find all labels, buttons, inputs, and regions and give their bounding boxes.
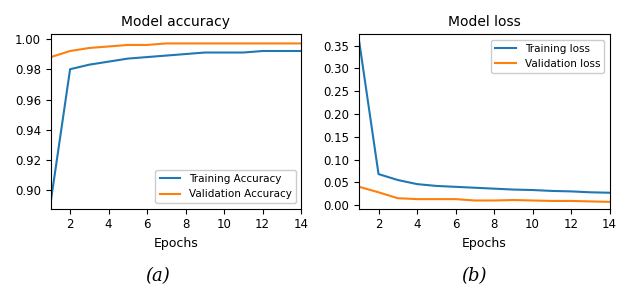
Training Accuracy [162,54,170,57]
Training loss [567,190,574,193]
Line: Training Accuracy: Training Accuracy [51,51,301,201]
Validation Accuracy [258,42,266,45]
Validation Accuracy [278,42,286,45]
X-axis label: Epochs: Epochs [154,237,198,250]
Validation loss [567,199,574,203]
Training loss [432,184,440,188]
Training Accuracy [143,55,151,59]
Line: Validation Accuracy: Validation Accuracy [51,43,301,57]
Text: (b): (b) [461,267,487,285]
Line: Validation loss: Validation loss [359,187,609,202]
Text: (a): (a) [145,267,171,285]
Validation loss [605,200,613,204]
Validation loss [529,199,537,202]
Validation loss [509,198,517,202]
Training loss [509,188,517,191]
Validation Accuracy [182,42,190,45]
Training loss [413,182,421,186]
Title: Model loss: Model loss [448,15,521,29]
Validation loss [375,191,382,194]
Validation Accuracy [47,55,54,59]
Training Accuracy [47,199,54,203]
Training loss [548,189,556,193]
Training Accuracy [258,49,266,53]
Validation Accuracy [105,45,112,48]
Training loss [394,178,401,182]
Validation Accuracy [221,42,228,45]
Validation loss [490,199,498,202]
Title: Model accuracy: Model accuracy [121,15,231,29]
Validation loss [586,200,594,203]
X-axis label: Epochs: Epochs [462,237,507,250]
Validation loss [413,197,421,201]
Validation Accuracy [124,43,131,47]
Training loss [452,185,459,189]
Validation Accuracy [297,42,305,45]
Training Accuracy [182,52,190,56]
Training loss [471,186,478,190]
Training Accuracy [105,60,112,63]
Training Accuracy [66,67,74,71]
Validation Accuracy [66,49,74,53]
Training Accuracy [278,49,286,53]
Training loss [375,172,382,176]
Training Accuracy [85,63,93,66]
Validation Accuracy [201,42,209,45]
Legend: Training Accuracy, Validation Accuracy: Training Accuracy, Validation Accuracy [155,170,296,204]
Training loss [355,40,363,44]
Validation Accuracy [143,43,151,47]
Validation loss [432,197,440,201]
Training Accuracy [240,51,247,54]
Validation loss [355,185,363,189]
Validation loss [394,196,401,200]
Validation loss [471,199,478,202]
Validation Accuracy [85,46,93,50]
Training Accuracy [124,57,131,60]
Training Accuracy [221,51,228,54]
Validation Accuracy [162,42,170,45]
Legend: Training loss, Validation loss: Training loss, Validation loss [491,39,604,73]
Training Accuracy [201,51,209,54]
Line: Training loss: Training loss [359,42,609,193]
Training Accuracy [297,49,305,53]
Training loss [490,187,498,190]
Validation loss [452,197,459,201]
Training loss [605,191,613,194]
Training loss [586,191,594,194]
Training loss [529,188,537,192]
Validation loss [548,199,556,203]
Validation Accuracy [240,42,247,45]
